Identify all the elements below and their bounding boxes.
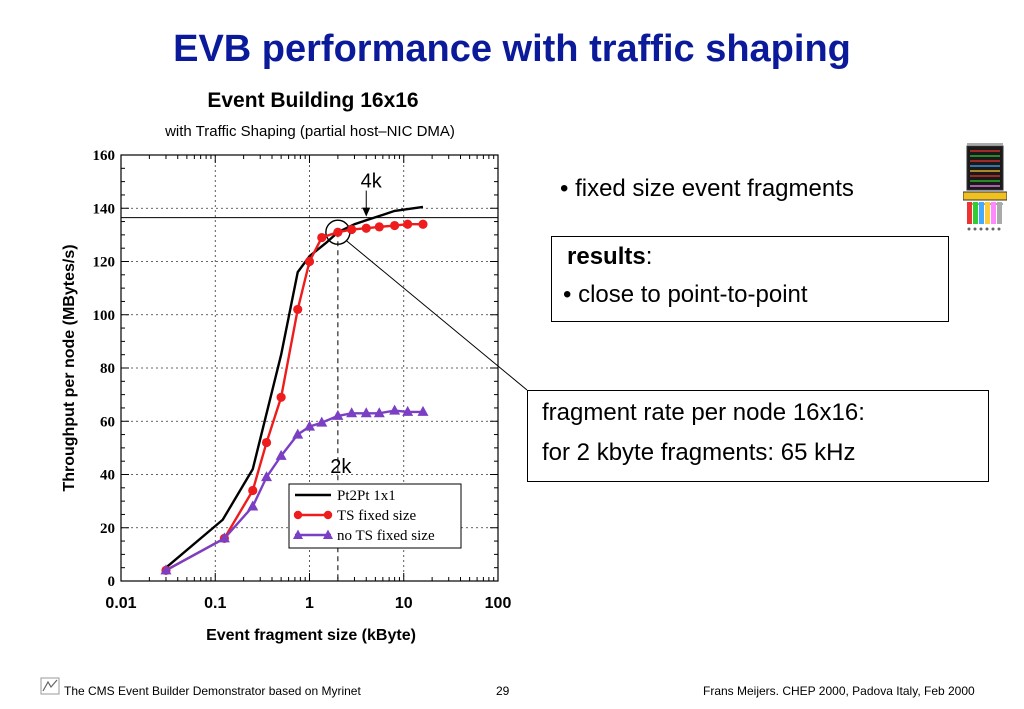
axis-layer: 0.01 0.1 1 10 100 0 20 40 60 80 100 120 140 160 xyxy=(93,148,512,612)
point-ts-fixed-size xyxy=(276,392,286,402)
x-tick-label: 100 xyxy=(485,595,512,612)
point-no-ts-fixed-size xyxy=(316,416,328,427)
point-no-ts-fixed-size xyxy=(332,409,344,420)
y-tick-label: 20 xyxy=(100,521,115,537)
point-no-ts-fixed-size xyxy=(292,428,304,439)
y-tick-label: 100 xyxy=(93,308,116,324)
slide-title: EVB performance with traffic shaping xyxy=(173,28,851,70)
results-item: • close to point-to-point xyxy=(563,281,808,308)
footer-left: The CMS Event Builder Demonstrator based… xyxy=(64,684,361,698)
y-tick-label: 140 xyxy=(93,201,116,217)
callout-line xyxy=(345,239,528,391)
legend-marker xyxy=(293,529,303,539)
point-no-ts-fixed-size xyxy=(275,449,287,460)
x-tick-label: 0.01 xyxy=(105,595,136,612)
point-no-ts-fixed-size xyxy=(417,405,429,416)
legend-marker xyxy=(323,529,333,539)
point-no-ts-fixed-size xyxy=(304,420,315,431)
point-no-ts-fixed-size xyxy=(160,564,172,575)
point-no-ts-fixed-size xyxy=(360,407,372,418)
footer-page-number: 29 xyxy=(496,684,510,698)
legend-marker xyxy=(323,510,333,520)
point-ts-fixed-size xyxy=(403,219,413,229)
fragment-rate-line2: for 2 kbyte fragments: 65 kHz xyxy=(542,439,856,466)
point-ts-fixed-size xyxy=(248,485,258,496)
y-tick-label: 60 xyxy=(100,414,115,430)
point-ts-fixed-size xyxy=(347,224,357,235)
results-box: results: • close to point-to-point xyxy=(551,236,949,322)
reference-layer: 4k 2k xyxy=(121,171,528,581)
series-line-1 xyxy=(165,205,424,569)
point-ts-fixed-size xyxy=(317,232,327,243)
y-tick-label: 160 xyxy=(93,148,116,164)
y-tick-label: 40 xyxy=(100,468,115,484)
cms-logo-icon xyxy=(40,677,60,695)
x-axis-label: Event fragment size (kByte) xyxy=(206,627,416,644)
results-colon: : xyxy=(645,243,653,270)
point-no-ts-fixed-size xyxy=(346,407,358,418)
nic-chip-icon xyxy=(963,143,1007,231)
results-title: results xyxy=(567,243,646,270)
point-ts-fixed-size xyxy=(390,220,400,231)
legend-label: Pt2Pt 1x1 xyxy=(337,488,396,504)
point-no-ts-fixed-size xyxy=(218,532,230,543)
footer-right: Frans Meijers. CHEP 2000, Padova Italy, … xyxy=(703,684,975,698)
fragment-rate-line1: fragment rate per node 16x16: xyxy=(542,399,865,426)
point-ts-fixed-size xyxy=(374,222,384,232)
point-no-ts-fixed-size xyxy=(261,471,273,482)
point-no-ts-fixed-size xyxy=(373,407,385,418)
y-tick-label: 80 xyxy=(100,361,115,377)
chart-subtitle: with Traffic Shaping (partial host–NIC D… xyxy=(164,123,455,140)
point-ts-fixed-size xyxy=(261,437,272,448)
chart-title: Event Building 16x16 xyxy=(207,89,418,112)
y-tick-label: 0 xyxy=(108,574,116,590)
annotation-4k-arrowhead xyxy=(362,207,371,217)
point-no-ts-fixed-size xyxy=(247,500,259,511)
legend-label: no TS fixed size xyxy=(337,528,435,544)
y-axis-label: Throughput per node (MBytes/s) xyxy=(61,244,78,491)
point-ts-fixed-size xyxy=(361,223,371,233)
series-layer xyxy=(160,205,429,575)
point-no-ts-fixed-size xyxy=(402,405,414,416)
results-heading: results: xyxy=(567,243,652,271)
x-tick-label: 10 xyxy=(395,595,413,612)
x-tick-label: 1 xyxy=(305,595,314,612)
y-tick-label: 120 xyxy=(93,255,116,271)
legend-marker xyxy=(293,510,303,520)
point-ts-fixed-size xyxy=(293,304,303,315)
x-tick-label: 0.1 xyxy=(204,595,226,612)
annotation-2k: 2k xyxy=(330,456,352,478)
point-no-ts-fixed-size xyxy=(389,404,401,415)
point-ts-fixed-size xyxy=(304,256,315,267)
point-ts-fixed-size xyxy=(418,219,428,229)
legend: Pt2Pt 1x1 TS fixed size no TS fixed size xyxy=(288,483,462,549)
legend-label: TS fixed size xyxy=(337,508,416,524)
annotation-4k: 4k xyxy=(361,171,383,193)
bullet-fixed-size: • fixed size event fragments xyxy=(560,175,854,202)
point-ts-fixed-size xyxy=(333,227,343,237)
fragment-rate-box: fragment rate per node 16x16: for 2 kbyt… xyxy=(527,390,989,482)
